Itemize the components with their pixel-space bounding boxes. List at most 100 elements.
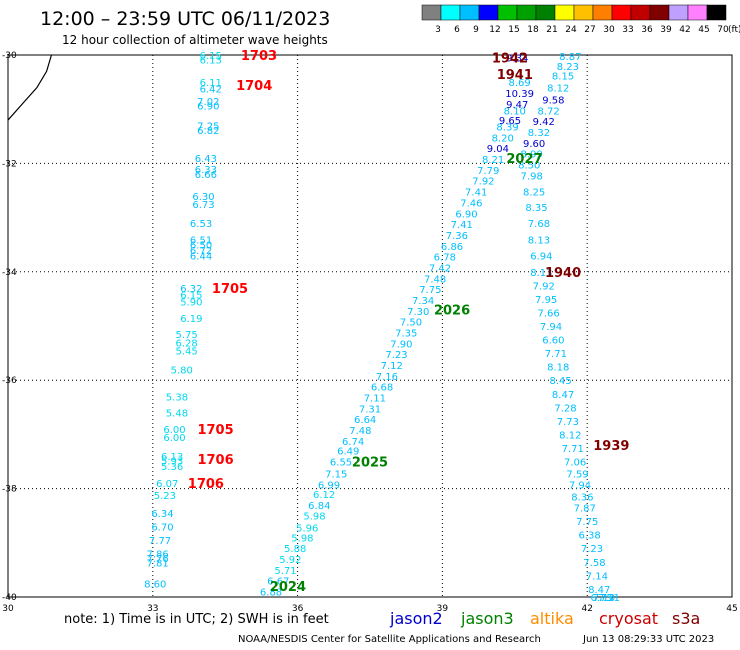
wave-height-label: 8.35 (525, 203, 547, 214)
wave-height-label: 7.11 (364, 394, 386, 405)
wave-height-label: 6.15 (180, 291, 202, 302)
wave-height-label: 6.32 (180, 284, 202, 295)
footer-note: note: 1) Time is in UTC; 2) SWH is in fe… (64, 612, 329, 627)
wave-height-label: 6.49 (337, 447, 359, 458)
coastline (7, 54, 53, 121)
pass-time-label: 2025 (352, 456, 388, 471)
pass-time-label: 2026 (434, 304, 470, 319)
wave-height-label: 5.23 (154, 491, 176, 502)
legend-s3a: s3a (672, 609, 701, 628)
legend-jason3: jason3 (461, 609, 514, 628)
pass-time-label: 1940 (545, 266, 581, 281)
colorbar-label: 30 (603, 25, 615, 35)
colorbar-swatch (516, 4, 537, 21)
wave-height-label: 8.20 (492, 133, 514, 144)
pass-time-label: 1703 (241, 49, 277, 64)
wave-height-label: 6.74 (342, 437, 364, 448)
wave-height-label: 7.02 (197, 97, 219, 108)
wave-height-label: 6.55 (330, 458, 352, 469)
wave-height-label: 7.76 (146, 554, 168, 565)
wave-height-label: 8.87 (559, 52, 581, 63)
wave-height-label: 5.92 (279, 555, 301, 566)
wave-height-label: 8.45 (550, 376, 572, 387)
legend-altika: altika (530, 609, 574, 628)
wave-height-label: 9.04 (487, 144, 509, 155)
wave-height-label: 6.43 (195, 154, 217, 165)
wave-height-label: 5.80 (171, 365, 193, 376)
wave-height-label: 5.98 (291, 533, 313, 544)
wave-height-label: 7.75 (576, 517, 598, 528)
y-tick-label: -38 (2, 485, 17, 495)
wave-height-label: 5.38 (166, 392, 188, 403)
wave-height-label: 7.94 (569, 480, 591, 491)
wave-height-label: 8.13 (530, 268, 552, 279)
wave-height-label: 7.25 (197, 121, 219, 132)
pass-time-label: 1939 (593, 439, 629, 454)
wave-height-label: 8.12 (547, 84, 569, 95)
wave-height-label: 6.60 (542, 336, 564, 347)
colorbar-label: 18 (527, 25, 539, 35)
wave-height-label: 5.71 (274, 566, 296, 577)
colorbar-label: 6 (454, 25, 460, 35)
pass-time-label: 1942 (492, 52, 528, 67)
wave-height-label: 8.47 (588, 585, 610, 596)
wave-height-label: 9.42 (533, 117, 555, 128)
pass-time-label: 2027 (506, 152, 542, 167)
wave-height-label: 7.73 (557, 417, 579, 428)
wave-height-label: 8.36 (571, 493, 593, 504)
wave-height-label: 8.47 (552, 390, 574, 401)
legend-jason2: jason2 (390, 609, 443, 628)
wave-height-label: 6.34 (151, 509, 173, 520)
wave-height-label: 8.69 (508, 78, 530, 89)
wave-height-label: 7.58 (583, 558, 605, 569)
wave-height-label: 8.72 (537, 106, 559, 117)
wave-height-label: 7.71 (562, 444, 584, 455)
wave-height-label: 9.47 (506, 100, 528, 111)
wave-height-label: 7.87 (574, 504, 596, 515)
colorbar-label: 39 (660, 25, 672, 35)
wave-height-label: 5.93 (161, 456, 183, 467)
colorbar-label: 45 (698, 25, 709, 35)
wave-height-label: 8.50 (518, 160, 540, 171)
wave-height-label: 8.60 (144, 579, 166, 590)
colorbar-swatch (573, 4, 594, 21)
wave-height-label: 6.00 (163, 425, 185, 436)
wave-height-label: 7.92 (472, 177, 494, 188)
wave-height-label: 6.07 (156, 479, 178, 490)
wave-height-label: 5.90 (180, 298, 202, 309)
wave-height-label: 6.73 (192, 200, 214, 211)
colorbar-label: 3 (435, 25, 441, 35)
wave-height-label: 6.99 (318, 480, 340, 491)
colorbar-swatch (668, 4, 689, 21)
wave-height-label: 8.32 (528, 128, 550, 139)
y-tick-label: -40 (2, 593, 17, 603)
wave-height-label: 5.75 (175, 330, 197, 341)
wave-height-label: 8.18 (547, 363, 569, 374)
wave-height-label: 6.51 (190, 235, 212, 246)
wave-height-label: 7.95 (535, 295, 557, 306)
pass-time-label: 1704 (236, 79, 272, 94)
wave-height-label: 6.84 (308, 501, 330, 512)
wave-height-label: 7.94 (540, 322, 562, 333)
wave-height-label: 6.13 (200, 55, 222, 66)
wave-height-label: 5.36 (161, 462, 183, 473)
colorbar-swatch (687, 4, 708, 21)
wave-height-label: 7.48 (349, 426, 371, 437)
footer-timestamp: Jun 13 08:29:33 UTC 2023 (583, 634, 715, 645)
wave-height-label: 6.33 (195, 165, 217, 176)
pass-time-label: 1941 (497, 68, 533, 83)
wave-height-label: 7.41 (465, 188, 487, 199)
colorbar-swatch (459, 4, 480, 21)
wave-height-label: 9.65 (499, 116, 521, 127)
wave-height-label: 5.98 (303, 512, 325, 523)
chart-subtitle: 12 hour collection of altimeter wave hei… (62, 33, 328, 47)
wave-height-label: 7.16 (376, 372, 398, 383)
wave-height-label: 9.60 (523, 139, 545, 150)
wave-height-label: 7.35 (395, 329, 417, 340)
colorbar-unit: (ft) (728, 25, 740, 35)
y-tick-label: -30 (2, 51, 17, 61)
wave-height-label: 6.38 (578, 531, 600, 542)
colorbar-label: 21 (546, 25, 557, 35)
wave-height-label: 8.15 (552, 72, 574, 83)
